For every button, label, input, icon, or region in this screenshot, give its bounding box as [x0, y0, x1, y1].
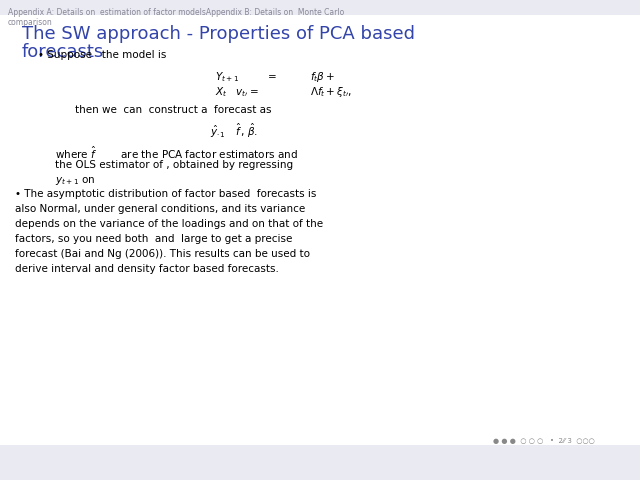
Text: $X_t \quad v_{t\prime} =$: $X_t \quad v_{t\prime} =$ — [215, 85, 259, 99]
Text: the OLS estimator of , obtained by regressing: the OLS estimator of , obtained by regre… — [55, 160, 293, 170]
Text: where $\hat{f}$        are the PCA factor estimators and: where $\hat{f}$ are the PCA factor estim… — [55, 145, 298, 161]
Text: • Suppose   the model is: • Suppose the model is — [38, 50, 166, 60]
Text: $y_{t+1}$ on: $y_{t+1}$ on — [55, 175, 95, 187]
Text: The SW approach - Properties of PCA based: The SW approach - Properties of PCA base… — [22, 25, 415, 43]
Text: depends on the variance of the loadings and on that of the: depends on the variance of the loadings … — [15, 219, 323, 229]
Text: derive interval and density factor based forecasts.: derive interval and density factor based… — [15, 264, 279, 274]
Text: $f_t\beta +$: $f_t\beta +$ — [310, 70, 335, 84]
Text: forecast (Bai and Ng (2006)). This results can be used to: forecast (Bai and Ng (2006)). This resul… — [15, 249, 310, 259]
Text: factors, so you need both  and  large to get a precise: factors, so you need both and large to g… — [15, 234, 292, 244]
Text: ● ● ●  ○ ○ ○   •  2⁄⁄ 3  ○○○: ● ● ● ○ ○ ○ • 2⁄⁄ 3 ○○○ — [493, 438, 595, 444]
Text: $\Lambda f_t + \xi_{t\prime},$: $\Lambda f_t + \xi_{t\prime},$ — [310, 85, 352, 99]
Text: $\hat{y}_{\cdot\,1} \quad \hat{f}\,,\,\hat{\beta}.$: $\hat{y}_{\cdot\,1} \quad \hat{f}\,,\,\h… — [210, 122, 258, 140]
Text: $=$: $=$ — [265, 70, 276, 80]
Text: Appendix A: Details on  estimation of factor modelsAppendix B: Details on  Monte: Appendix A: Details on estimation of fac… — [8, 8, 344, 27]
Text: $Y_{t+1}$: $Y_{t+1}$ — [215, 70, 239, 84]
Text: then we  can  construct a  forecast as: then we can construct a forecast as — [75, 105, 271, 115]
Text: forecasts: forecasts — [22, 43, 104, 61]
Text: also Normal, under general conditions, and its variance: also Normal, under general conditions, a… — [15, 204, 305, 214]
FancyBboxPatch shape — [0, 15, 640, 445]
Text: • The asymptotic distribution of factor based  forecasts is: • The asymptotic distribution of factor … — [15, 189, 316, 199]
